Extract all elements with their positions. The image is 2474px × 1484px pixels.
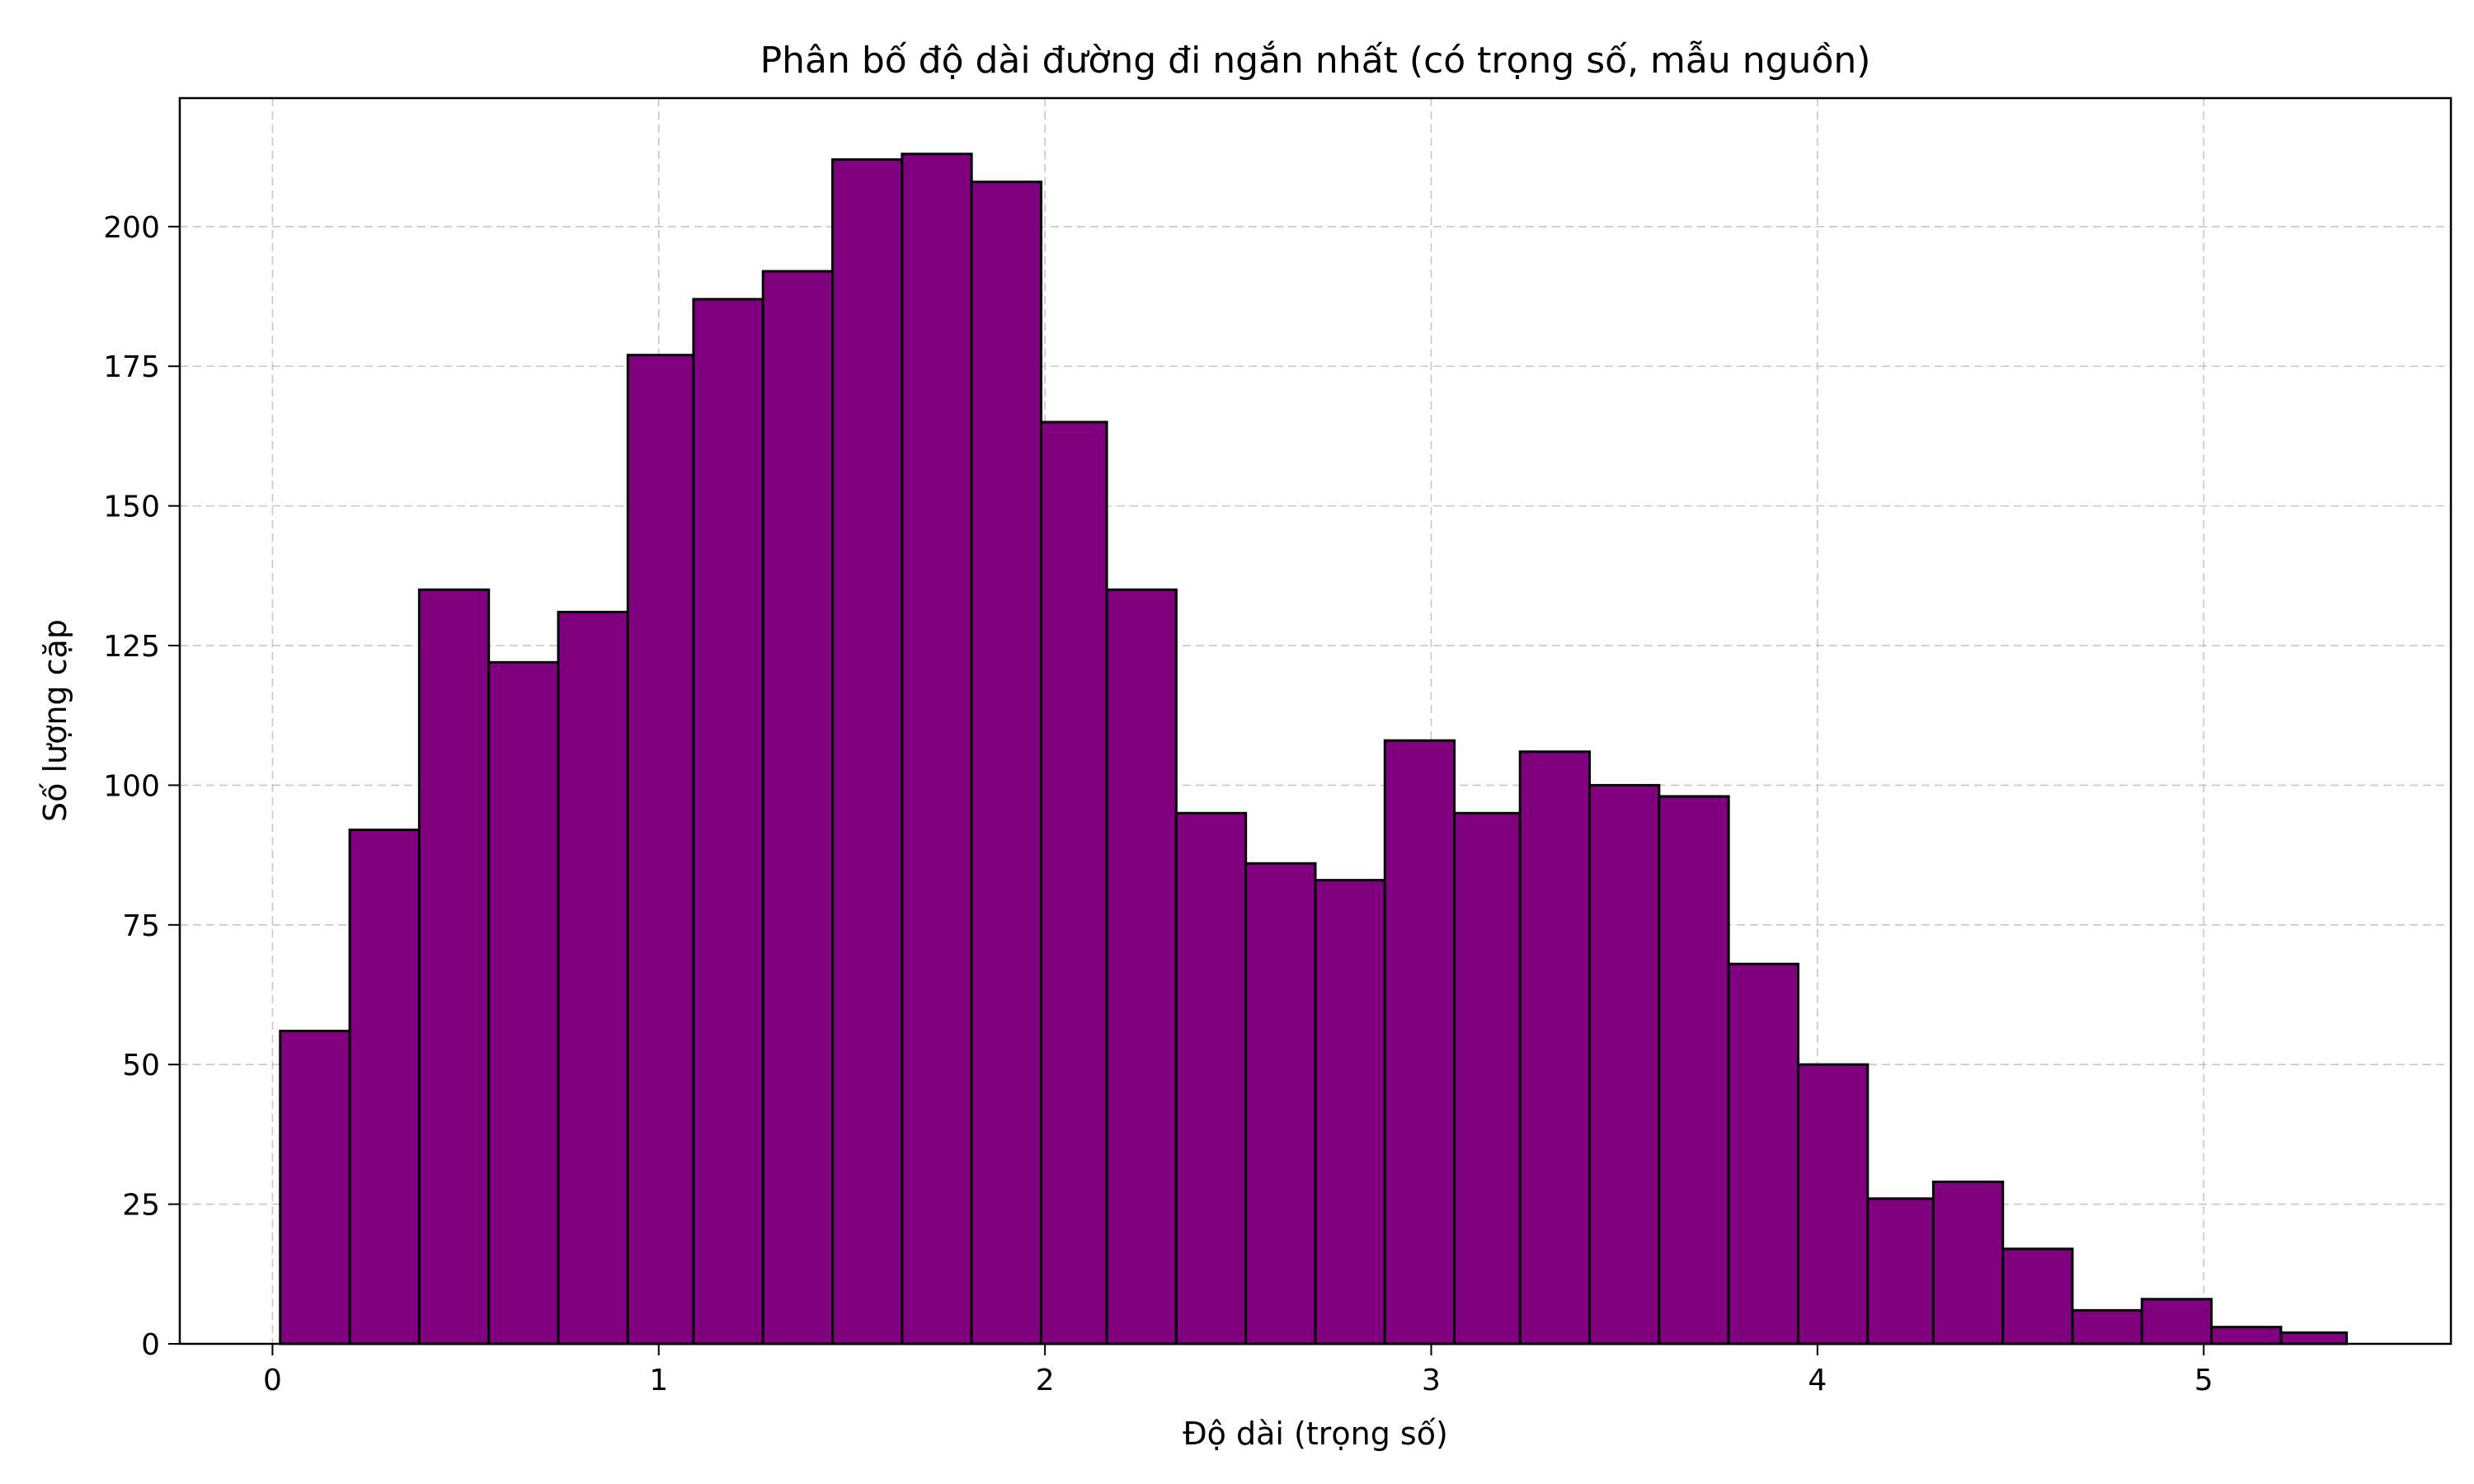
histogram-bar xyxy=(1931,1181,2005,1345)
histogram-bar xyxy=(831,158,904,1345)
histogram-bar xyxy=(1658,795,1730,1345)
histogram-bar xyxy=(2279,1331,2349,1345)
histogram-bar xyxy=(970,181,1042,1345)
histogram-bar xyxy=(1174,811,1248,1345)
histogram-bar xyxy=(557,610,629,1345)
y-tick-label: 75 xyxy=(122,909,160,943)
histogram-bar xyxy=(2140,1298,2213,1345)
histogram-bar xyxy=(1518,750,1592,1345)
histogram-bar xyxy=(1383,739,1456,1345)
y-tick-label: 200 xyxy=(103,211,160,245)
histogram-bar xyxy=(1039,420,1108,1345)
x-tick-label: 2 xyxy=(1036,1364,1055,1397)
histogram-bar xyxy=(2001,1247,2074,1345)
histogram-bar xyxy=(1314,879,1386,1345)
histogram-bar xyxy=(417,588,491,1345)
y-tick-label: 0 xyxy=(141,1328,160,1362)
x-tick-label: 3 xyxy=(1422,1364,1441,1397)
bars-layer xyxy=(279,153,2349,1345)
histogram-bar xyxy=(626,354,695,1345)
histogram-bar xyxy=(1796,1063,1870,1345)
histogram-bar xyxy=(279,1030,351,1345)
x-tick-label: 1 xyxy=(649,1364,668,1397)
histogram-bar xyxy=(1105,588,1178,1345)
histogram-bar xyxy=(2210,1326,2283,1345)
histogram-bar xyxy=(1244,862,1317,1345)
histogram-bar xyxy=(348,829,421,1345)
y-tick-label: 50 xyxy=(122,1049,160,1082)
y-tick-label: 100 xyxy=(103,769,160,803)
y-tick-label: 25 xyxy=(122,1189,160,1223)
histogram-bar xyxy=(1453,811,1522,1345)
histogram-bar xyxy=(901,153,973,1345)
histogram-bar xyxy=(1588,783,1661,1345)
y-axis-label: Số lượng cặp xyxy=(37,619,73,822)
histogram-bar xyxy=(761,270,835,1345)
chart-title: Phân bố độ dài đường đi ngắn nhất (có tr… xyxy=(760,40,1871,82)
plot-frame xyxy=(178,96,2453,1345)
x-tick-label: 0 xyxy=(263,1364,282,1397)
histogram-bar xyxy=(487,660,560,1345)
histogram-bar xyxy=(1866,1197,1935,1345)
histogram-bar xyxy=(692,298,764,1345)
y-tick-label: 175 xyxy=(103,350,160,384)
histogram-bar xyxy=(1727,962,1799,1345)
y-tick-label: 125 xyxy=(103,630,160,664)
x-tick-label: 5 xyxy=(2194,1364,2213,1397)
y-tick-label: 150 xyxy=(103,491,160,524)
x-tick-label: 4 xyxy=(1808,1364,1827,1397)
histogram-bar xyxy=(2071,1308,2143,1345)
x-axis-label: Độ dài (trọng số) xyxy=(1183,1416,1448,1452)
